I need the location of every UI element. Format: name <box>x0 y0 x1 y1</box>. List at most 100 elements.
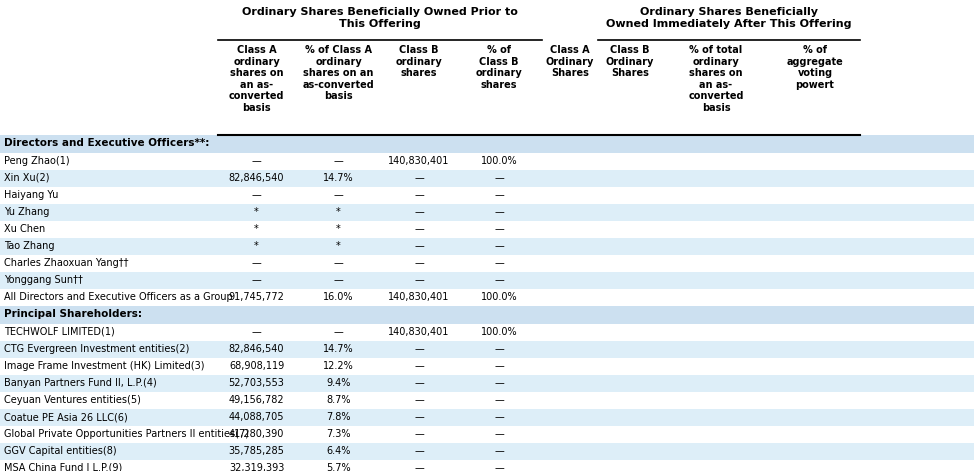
Text: 14.7%: 14.7% <box>323 344 354 354</box>
Bar <box>0 375 974 392</box>
Text: Ordinary Shares Beneficially Owned Prior to
This Offering: Ordinary Shares Beneficially Owned Prior… <box>243 7 518 29</box>
Text: % of
aggregate
voting
powert: % of aggregate voting powert <box>787 45 843 90</box>
Text: —: — <box>251 156 261 166</box>
Text: 91,745,772: 91,745,772 <box>229 292 284 302</box>
Text: 100.0%: 100.0% <box>481 327 517 337</box>
Text: *: * <box>336 207 341 217</box>
Text: 6.4%: 6.4% <box>326 446 351 456</box>
Text: 16.0%: 16.0% <box>323 292 354 302</box>
Bar <box>0 238 974 255</box>
Text: Tao Zhang: Tao Zhang <box>4 241 55 251</box>
Text: —: — <box>334 275 344 285</box>
Text: % of total
ordinary
shares on
an as-
converted
basis: % of total ordinary shares on an as- con… <box>689 45 744 113</box>
Text: —: — <box>494 395 504 405</box>
Text: Coatue PE Asia 26 LLC(6): Coatue PE Asia 26 LLC(6) <box>4 412 128 422</box>
Text: 5.7%: 5.7% <box>326 463 351 471</box>
Text: Image Frame Investment (HK) Limited(3): Image Frame Investment (HK) Limited(3) <box>4 361 205 371</box>
Text: —: — <box>414 241 424 251</box>
Text: —: — <box>251 327 261 337</box>
Text: —: — <box>414 190 424 200</box>
Text: Class A
Ordinary
Shares: Class A Ordinary Shares <box>545 45 594 78</box>
Text: Charles Zhaoxuan Yang††: Charles Zhaoxuan Yang†† <box>4 258 129 268</box>
Text: Directors and Executive Officers**:: Directors and Executive Officers**: <box>4 138 209 148</box>
Text: —: — <box>494 446 504 456</box>
Text: —: — <box>414 463 424 471</box>
Text: 140,830,401: 140,830,401 <box>389 292 450 302</box>
Text: 7.8%: 7.8% <box>326 412 351 422</box>
Text: 82,846,540: 82,846,540 <box>229 344 284 354</box>
Text: Class A
ordinary
shares on
an as-
converted
basis: Class A ordinary shares on an as- conver… <box>229 45 284 113</box>
Text: 100.0%: 100.0% <box>481 156 517 166</box>
Text: —: — <box>494 344 504 354</box>
Text: MSA China Fund I L.P.(9): MSA China Fund I L.P.(9) <box>4 463 123 471</box>
Text: Class B
Ordinary
Shares: Class B Ordinary Shares <box>606 45 655 78</box>
Text: —: — <box>494 190 504 200</box>
Text: TECHWOLF LIMITED(1): TECHWOLF LIMITED(1) <box>4 327 115 337</box>
Text: Banyan Partners Fund II, L.P.(4): Banyan Partners Fund II, L.P.(4) <box>4 378 157 388</box>
Bar <box>0 135 974 153</box>
Text: 44,088,705: 44,088,705 <box>229 412 284 422</box>
Text: —: — <box>334 327 344 337</box>
Bar <box>0 341 974 358</box>
Text: *: * <box>254 207 259 217</box>
Text: —: — <box>414 361 424 371</box>
Bar <box>0 170 974 187</box>
Text: —: — <box>251 258 261 268</box>
Text: GGV Capital entities(8): GGV Capital entities(8) <box>4 446 117 456</box>
Text: Xin Xu(2): Xin Xu(2) <box>4 173 50 183</box>
Text: 32,319,393: 32,319,393 <box>229 463 284 471</box>
Text: Ceyuan Ventures entities(5): Ceyuan Ventures entities(5) <box>4 395 141 405</box>
Text: 140,830,401: 140,830,401 <box>389 156 450 166</box>
Text: Class B
ordinary
shares: Class B ordinary shares <box>395 45 442 78</box>
Text: 82,846,540: 82,846,540 <box>229 173 284 183</box>
Text: —: — <box>414 429 424 439</box>
Text: —: — <box>414 207 424 217</box>
Text: —: — <box>251 190 261 200</box>
Bar <box>0 204 974 221</box>
Text: 140,830,401: 140,830,401 <box>389 327 450 337</box>
Text: —: — <box>414 173 424 183</box>
Text: Ordinary Shares Beneficially
Owned Immediately After This Offering: Ordinary Shares Beneficially Owned Immed… <box>606 7 851 29</box>
Text: —: — <box>414 395 424 405</box>
Text: —: — <box>494 378 504 388</box>
Text: —: — <box>494 275 504 285</box>
Text: —: — <box>414 446 424 456</box>
Text: —: — <box>494 361 504 371</box>
Text: 8.7%: 8.7% <box>326 395 351 405</box>
Text: Yonggang Sun††: Yonggang Sun†† <box>4 275 83 285</box>
Bar <box>0 306 974 324</box>
Text: 12.2%: 12.2% <box>323 361 354 371</box>
Text: Haiyang Yu: Haiyang Yu <box>4 190 58 200</box>
Text: Yu Zhang: Yu Zhang <box>4 207 50 217</box>
Bar <box>0 272 974 289</box>
Bar <box>0 443 974 460</box>
Text: —: — <box>494 258 504 268</box>
Text: *: * <box>254 224 259 234</box>
Text: 9.4%: 9.4% <box>326 378 351 388</box>
Text: —: — <box>494 429 504 439</box>
Text: —: — <box>414 344 424 354</box>
Text: 14.7%: 14.7% <box>323 173 354 183</box>
Text: —: — <box>334 156 344 166</box>
Text: % of Class A
ordinary
shares on an
as-converted
basis: % of Class A ordinary shares on an as-co… <box>303 45 374 101</box>
Text: 100.0%: 100.0% <box>481 292 517 302</box>
Text: 49,156,782: 49,156,782 <box>229 395 284 405</box>
Text: —: — <box>414 275 424 285</box>
Text: —: — <box>494 224 504 234</box>
Text: *: * <box>254 241 259 251</box>
Text: —: — <box>494 173 504 183</box>
Text: *: * <box>336 241 341 251</box>
Text: Global Private Opportunities Partners II entities(7): Global Private Opportunities Partners II… <box>4 429 249 439</box>
Text: 68,908,119: 68,908,119 <box>229 361 284 371</box>
Text: Xu Chen: Xu Chen <box>4 224 45 234</box>
Bar <box>0 409 974 426</box>
Text: All Directors and Executive Officers as a Group: All Directors and Executive Officers as … <box>4 292 233 302</box>
Text: —: — <box>414 412 424 422</box>
Text: 35,785,285: 35,785,285 <box>229 446 284 456</box>
Text: —: — <box>414 224 424 234</box>
Text: —: — <box>494 463 504 471</box>
Text: Principal Shareholders:: Principal Shareholders: <box>4 309 142 319</box>
Text: —: — <box>251 275 261 285</box>
Text: —: — <box>414 258 424 268</box>
Text: 41,280,390: 41,280,390 <box>229 429 284 439</box>
